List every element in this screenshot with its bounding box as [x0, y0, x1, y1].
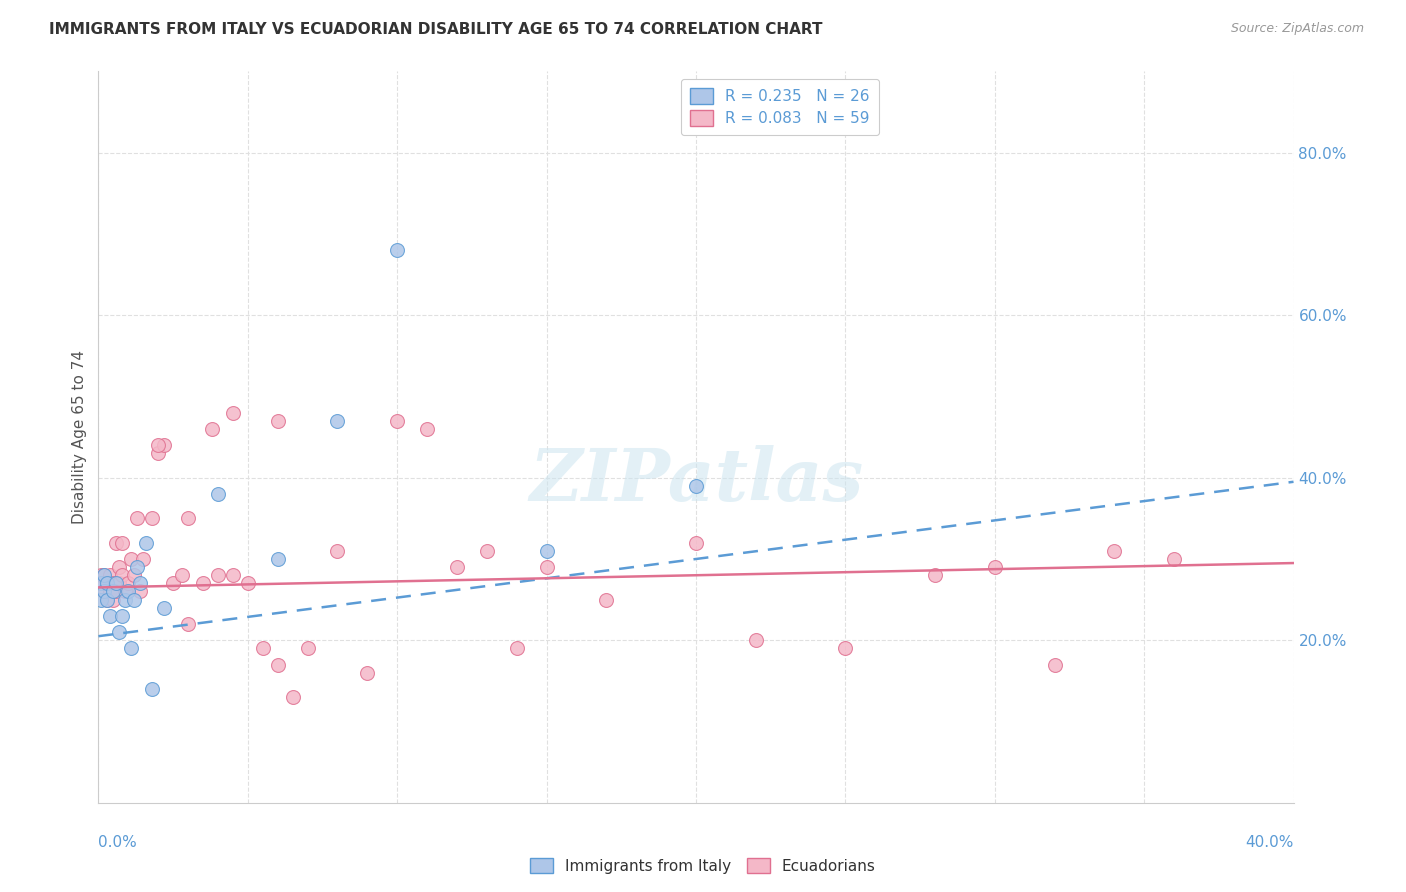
Point — [129, 584, 152, 599]
Point — [96, 576, 118, 591]
Point — [385, 414, 409, 428]
Point — [124, 568, 146, 582]
Point — [745, 633, 768, 648]
Point — [267, 414, 290, 428]
Point — [141, 681, 163, 696]
Point — [129, 576, 152, 591]
Point — [685, 535, 707, 549]
Point — [172, 568, 194, 582]
Point — [536, 560, 558, 574]
Point — [108, 576, 131, 591]
Point — [103, 592, 125, 607]
Point — [153, 438, 176, 452]
Point — [207, 487, 229, 501]
Point — [1163, 552, 1185, 566]
Point — [141, 511, 163, 525]
Text: 0.0%: 0.0% — [98, 836, 138, 850]
Point — [117, 576, 139, 591]
Point — [111, 568, 134, 582]
Point — [100, 568, 122, 582]
Point — [135, 535, 157, 549]
Point — [153, 600, 176, 615]
Point — [177, 511, 200, 525]
Point — [114, 584, 136, 599]
Point — [416, 422, 439, 436]
Point — [148, 446, 170, 460]
Point — [108, 560, 131, 574]
Point — [297, 641, 319, 656]
Point — [100, 608, 122, 623]
Point — [108, 625, 131, 640]
Point — [93, 568, 115, 582]
Point — [191, 576, 214, 591]
Text: 40.0%: 40.0% — [1246, 836, 1294, 850]
Point — [475, 544, 498, 558]
Point — [236, 576, 259, 591]
Point — [984, 560, 1007, 574]
Point — [326, 414, 349, 428]
Point — [685, 479, 707, 493]
Point — [105, 584, 128, 599]
Point — [536, 544, 558, 558]
Point — [595, 592, 617, 607]
Legend: R = 0.235   N = 26, R = 0.083   N = 59: R = 0.235 N = 26, R = 0.083 N = 59 — [681, 79, 879, 136]
Point — [924, 568, 946, 582]
Point — [120, 552, 142, 566]
Point — [103, 576, 125, 591]
Point — [96, 592, 118, 607]
Legend: Immigrants from Italy, Ecuadorians: Immigrants from Italy, Ecuadorians — [524, 852, 882, 880]
Point — [506, 641, 529, 656]
Point — [222, 406, 245, 420]
Y-axis label: Disability Age 65 to 74: Disability Age 65 to 74 — [72, 350, 87, 524]
Point — [105, 576, 128, 591]
Point — [356, 665, 378, 680]
Point — [90, 568, 112, 582]
Point — [132, 552, 155, 566]
Point — [124, 592, 146, 607]
Point — [117, 584, 139, 599]
Point — [93, 568, 115, 582]
Point — [93, 584, 115, 599]
Point — [148, 438, 170, 452]
Text: IMMIGRANTS FROM ITALY VS ECUADORIAN DISABILITY AGE 65 TO 74 CORRELATION CHART: IMMIGRANTS FROM ITALY VS ECUADORIAN DISA… — [49, 22, 823, 37]
Point — [267, 552, 290, 566]
Point — [326, 544, 349, 558]
Point — [105, 535, 128, 549]
Point — [201, 422, 224, 436]
Point — [267, 657, 290, 672]
Point — [96, 576, 118, 591]
Point — [385, 243, 409, 257]
Text: Source: ZipAtlas.com: Source: ZipAtlas.com — [1230, 22, 1364, 36]
Point — [111, 535, 134, 549]
Point — [834, 641, 856, 656]
Point — [114, 592, 136, 607]
Point — [120, 641, 142, 656]
Point — [127, 511, 149, 525]
Point — [90, 576, 112, 591]
Point — [96, 592, 118, 607]
Text: ZIPatlas: ZIPatlas — [529, 445, 863, 516]
Point — [100, 584, 122, 599]
Point — [252, 641, 274, 656]
Point — [222, 568, 245, 582]
Point — [103, 584, 125, 599]
Point — [90, 576, 112, 591]
Point — [1043, 657, 1066, 672]
Point — [177, 617, 200, 632]
Point — [111, 608, 134, 623]
Point — [162, 576, 184, 591]
Point — [207, 568, 229, 582]
Point — [446, 560, 468, 574]
Point — [281, 690, 304, 705]
Point — [127, 560, 149, 574]
Point — [93, 584, 115, 599]
Point — [1104, 544, 1126, 558]
Point — [90, 592, 112, 607]
